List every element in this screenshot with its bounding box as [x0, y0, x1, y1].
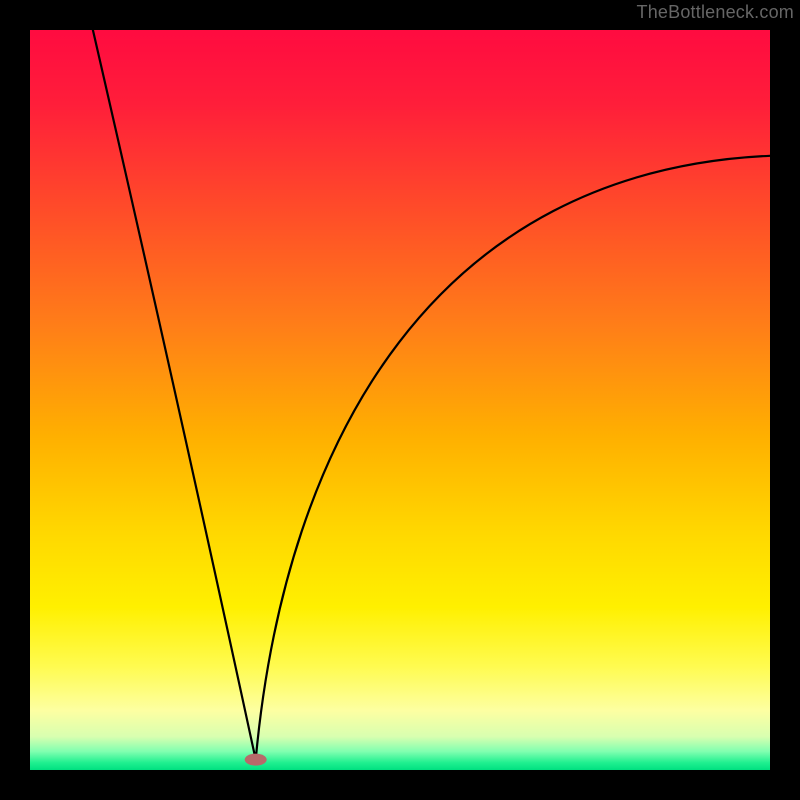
chart-svg: [30, 30, 770, 770]
chart-background: [30, 30, 770, 770]
watermark-label: TheBottleneck.com: [637, 2, 794, 23]
notch-marker: [245, 754, 267, 766]
outer-frame: TheBottleneck.com: [0, 0, 800, 800]
chart-plot-area: [30, 30, 770, 770]
